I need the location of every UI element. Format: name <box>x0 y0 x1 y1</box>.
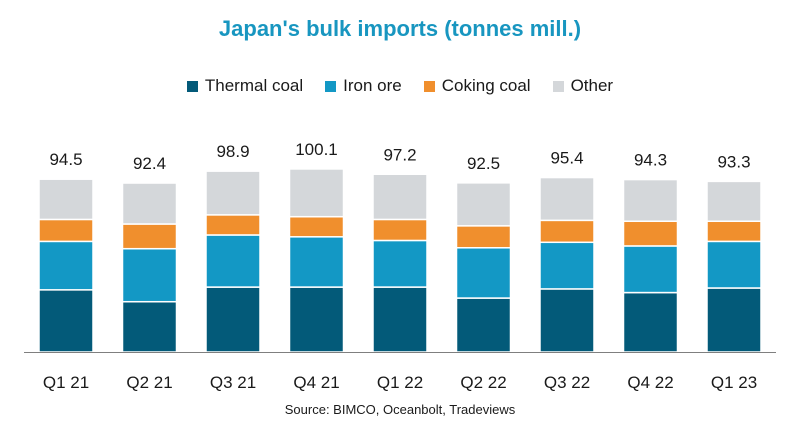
total-label: 92.4 <box>133 154 166 173</box>
bar-segment-thermal-coal <box>622 291 679 353</box>
total-label: 98.9 <box>216 142 249 161</box>
bar-segment-other <box>539 176 595 222</box>
bar-segment-iron-ore <box>121 247 178 303</box>
bar-segment-coking-coal <box>372 218 428 242</box>
legend: Thermal coal Iron ore Coking coal Other <box>0 76 800 96</box>
legend-label: Other <box>570 76 614 95</box>
x-tick-label: Q2 22 <box>460 373 506 392</box>
bar-segment-iron-ore <box>539 241 595 290</box>
total-label: 92.5 <box>467 154 500 173</box>
legend-label: Thermal coal <box>204 76 304 95</box>
legend-swatch <box>186 80 198 92</box>
bar-segment-other <box>372 173 428 221</box>
total-label: 94.5 <box>49 150 82 169</box>
x-tick-label: Q3 22 <box>544 373 590 392</box>
bar-segment-thermal-coal <box>539 288 595 353</box>
bar-segment-coking-coal <box>288 215 345 238</box>
x-tick-label: Q4 21 <box>293 373 339 392</box>
bar-segment-thermal-coal <box>455 297 512 353</box>
bar-segment-other <box>455 182 512 227</box>
bar-segment-thermal-coal <box>288 286 345 353</box>
legend-label: Coking coal <box>441 76 531 95</box>
x-tick-label: Q2 21 <box>126 373 172 392</box>
bar-segment-other <box>622 178 679 223</box>
bar-segment-coking-coal <box>455 225 512 249</box>
total-label: 95.4 <box>550 149 583 168</box>
bar-segment-other <box>205 170 261 216</box>
x-tick-label: Q3 21 <box>210 373 256 392</box>
bar-segment-coking-coal <box>121 223 178 250</box>
bar-segment-coking-coal <box>622 220 679 247</box>
total-label: 100.1 <box>295 140 338 159</box>
x-tick-label: Q1 23 <box>711 373 757 392</box>
bar-segment-other <box>288 168 345 218</box>
bar-segment-other <box>706 180 762 223</box>
legend-item-thermal-coal: Thermal coal <box>186 76 304 96</box>
bar-segment-iron-ore <box>622 245 679 294</box>
bar-segment-iron-ore <box>38 240 94 291</box>
legend-item-other: Other <box>552 76 614 96</box>
x-tick-label: Q1 21 <box>43 373 89 392</box>
bar-segment-iron-ore <box>372 239 428 288</box>
legend-swatch <box>325 80 337 92</box>
bar-segment-thermal-coal <box>706 287 762 353</box>
bar-segment-iron-ore <box>288 236 345 288</box>
bar-segment-thermal-coal <box>372 286 428 353</box>
bar-segment-iron-ore <box>205 234 261 288</box>
bar-segment-coking-coal <box>205 214 261 236</box>
bar-segment-thermal-coal <box>38 289 94 353</box>
x-tick-label: Q4 22 <box>627 373 673 392</box>
x-tick-label: Q1 22 <box>377 373 423 392</box>
legend-swatch <box>552 80 564 92</box>
bar-segment-coking-coal <box>539 219 595 244</box>
legend-swatch <box>423 80 435 92</box>
chart-title: Japan's bulk imports (tonnes mill.) <box>218 16 582 41</box>
bar-segment-thermal-coal <box>205 286 261 353</box>
legend-label: Iron ore <box>343 76 402 95</box>
total-label: 97.2 <box>383 145 416 164</box>
total-label: 94.3 <box>634 151 667 170</box>
bar-segment-coking-coal <box>706 220 762 243</box>
bar-segment-other <box>38 178 94 221</box>
bar-segment-iron-ore <box>706 240 762 289</box>
legend-item-iron-ore: Iron ore <box>325 76 402 96</box>
source-note: Source: BIMCO, Oceanbolt, Tradeviews <box>284 402 516 417</box>
bar-segment-other <box>121 182 178 225</box>
bar-segment-coking-coal <box>38 218 94 243</box>
legend-item-coking-coal: Coking coal <box>423 76 531 96</box>
bar-segment-thermal-coal <box>121 300 178 353</box>
bar-segment-iron-ore <box>455 247 512 299</box>
total-label: 93.3 <box>717 152 750 171</box>
